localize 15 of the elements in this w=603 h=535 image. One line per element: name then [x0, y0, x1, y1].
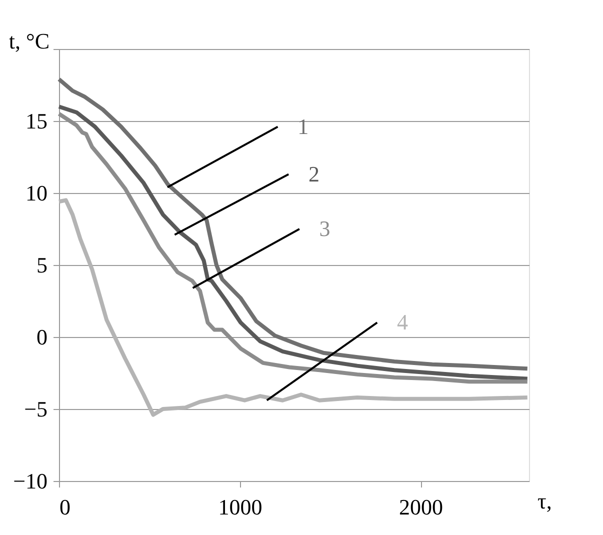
text: 2 [308, 161, 320, 186]
y-tick-label: 15 [26, 108, 48, 134]
y-tick-label: 10 [26, 180, 48, 206]
x-tick-label: 1000 [218, 494, 262, 520]
line-series [57, 198, 530, 417]
text: 4 [397, 310, 408, 335]
y-tick-label: −10 [13, 468, 48, 494]
text: 3 [319, 216, 330, 241]
y-axis-title: t, °C [8, 28, 50, 54]
x-axis-title: τ, [538, 488, 552, 514]
y-tick-label: 5 [36, 252, 48, 278]
x-tick-label: 0 [60, 494, 70, 520]
y-tick-label: −5 [24, 396, 48, 422]
y-tick-label: 0 [36, 324, 48, 350]
x-tick-label: 2000 [399, 494, 444, 520]
